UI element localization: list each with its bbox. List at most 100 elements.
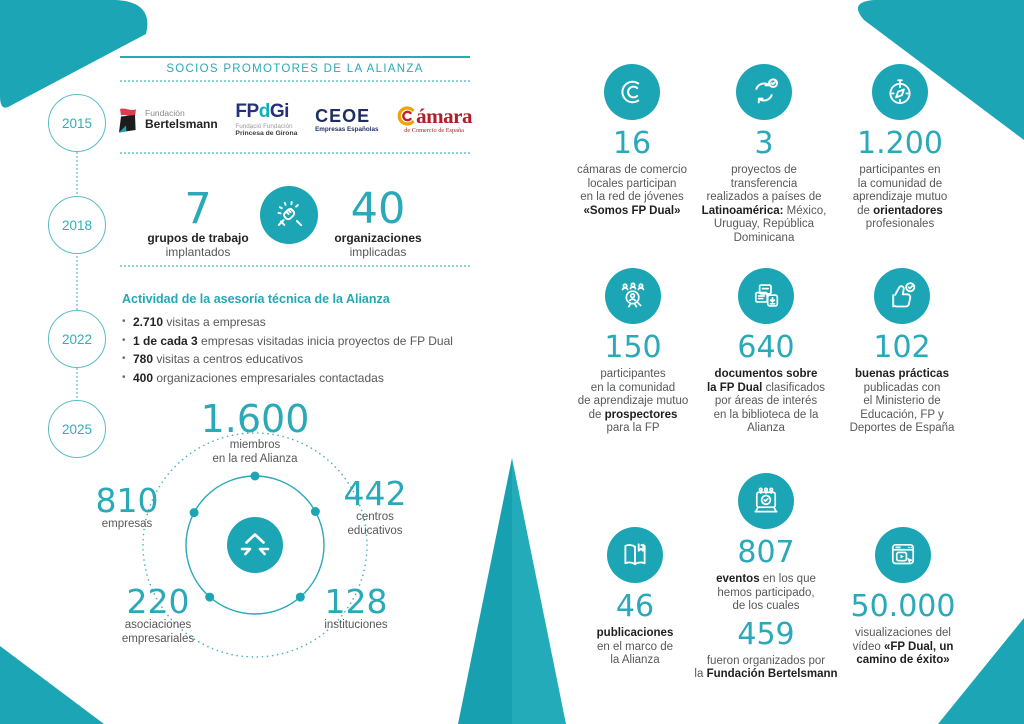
stat-label: eventos en los que [716,573,816,587]
workgroups-label: implantados [165,245,231,260]
year-label: 2015 [61,115,93,131]
stat-label: la comunidad de [857,177,943,190]
stat-label: en la red de jóvenes [580,191,684,203]
calendar-circle [738,473,794,529]
stat-value: 3 [754,126,774,161]
network-institutions: 128 instituciones [324,585,387,632]
stat-label-bold: prospectores [604,408,678,421]
logo-fpdgi: FPdGi Fundació Fundación Princesa de Gir… [235,102,297,137]
network-value: 442 [343,474,407,513]
ceoe-wordmark: CEOE [315,105,371,126]
stat-value: 16 [612,126,652,161]
chamber-circle [604,64,660,120]
stat-good-practices: 102 buenas prácticas publicadas con el M… [817,268,987,436]
timeline-connector [76,108,78,426]
outer-dotted-orbit [142,432,368,658]
separator-under-logos [120,152,470,154]
logo-fundacion-bertelsmann: Fundación Bertelsmann [116,107,218,134]
bertelsmann-text: Fundación Bertelsmann [145,109,218,131]
logos-row: Fundación Bertelsmann FPdGi Fundació Fun… [116,96,472,144]
network-total-value: 1.600 [200,397,310,441]
stat-label: realizados a países de [706,191,822,203]
stat-label: participantes en [859,164,941,176]
stat-label: hemos participado, [717,586,815,599]
stat-label: de orientadores [857,205,943,219]
workgroups-value: 7 [184,184,212,234]
bullet-bold: 780 [133,352,154,366]
thumbs-up-icon [892,282,916,308]
stat-value: 807 [737,535,795,570]
transfer-arrows-icon [755,78,779,104]
center-triangle-left [458,458,512,724]
separator-under-workgroups [120,265,470,267]
timeline-year-2022: 2022 [48,310,106,368]
year-label: 2025 [61,421,93,437]
network-value: 220 [126,582,190,621]
stat-label: México, [783,204,827,217]
stat-value: 102 [873,330,931,365]
stat-label: cámaras de comercio [577,164,687,176]
activity-title: Actividad de la asesoría técnica de la A… [122,292,390,306]
stat-label: Dominicana [733,231,795,244]
network-label: empresas [101,518,153,530]
stat-label-bold: documentos sobre [714,368,818,380]
header-top-rule [120,56,470,58]
stat-label: transferencia [730,177,798,190]
alliance-logo-icon [240,533,270,556]
documents-circle [738,268,794,324]
bullet-bold: 400 [133,370,154,385]
stat-label: vídeo «FP Dual, un [853,641,954,655]
stat-label: en la comunidad [590,381,676,394]
stat-value: 50.000 [850,589,956,624]
stat-label: fueron organizados por [706,654,826,667]
year-label: 2018 [61,217,93,233]
stat-label-bold: orientadores [873,204,943,217]
stat-label: para la FP [606,422,660,434]
stat-label-bold: la FP Dual [706,381,763,394]
stat-label: Alianza [747,422,785,434]
stat-label: de aprendizaje mutuo [577,395,689,407]
stat-label-bold: Latinoamérica: [701,204,784,217]
handshake-circle [260,186,318,244]
stat-events: 807 eventos en los que hemos participado… [681,473,851,682]
stat-label: visualizaciones del [855,627,951,639]
stat-label-bold: «FP Dual, un [883,640,954,653]
book-circle [607,527,663,583]
camara-subtitle: de Comercio de España [404,127,464,135]
fpdgi-fp: FP [235,101,259,123]
stat-publications: 46 publicaciones en el marco de la Alian… [550,527,720,668]
stat-value: 640 [737,330,795,365]
fpdgi-subtitle-1: Fundació Fundación [235,123,293,131]
stat-value: 46 [615,589,655,624]
compass-circle [872,64,928,120]
organizations-label-bold: organizaciones [334,231,422,245]
video-circle [875,527,931,583]
stat-label: locales participan [587,177,677,190]
organizations-stat: 40 organizaciones implicadas [308,188,448,260]
stat-label: la FP Dual clasificados [707,382,825,396]
organizations-label: implicadas [349,245,407,260]
bullet-bold: 2.710 [133,315,164,329]
bertelsmann-bottom-label: Bertelsmann [145,117,218,132]
stat-label: Uruguay, República [713,218,815,230]
stat-value: 150 [604,330,662,365]
activity-bullet: 2.710 visitas a empresas [122,313,484,332]
stat-label-bold: «Somos FP Dual» [583,204,681,217]
network-label: educativos [347,525,403,537]
stat-label: la Fundación Bertelsmann [694,668,837,682]
stat-counselors: 1.200 participantes en la comunidad de a… [815,64,985,232]
bullet-bold: 1 de cada 3 [133,333,198,348]
camara-wordmark: ámara [416,104,472,129]
network-label: asociaciones [124,619,192,631]
bullet-text: organizaciones empresariales contactadas [153,370,384,385]
network-total: 1.600 miembros en la red Alianza [201,400,310,466]
network-label: empresariales [121,633,195,645]
network-associations: 220 asociaciones empresariales [122,585,194,646]
stat-label: la Alianza [610,654,660,666]
community-circle [605,268,661,324]
center-triangle-right [512,458,566,724]
camara-c-icon [397,106,415,126]
stat-label: de prospectores [589,409,678,423]
stat-label: en el marco de [596,640,674,653]
timeline-year-2025: 2025 [48,400,106,458]
